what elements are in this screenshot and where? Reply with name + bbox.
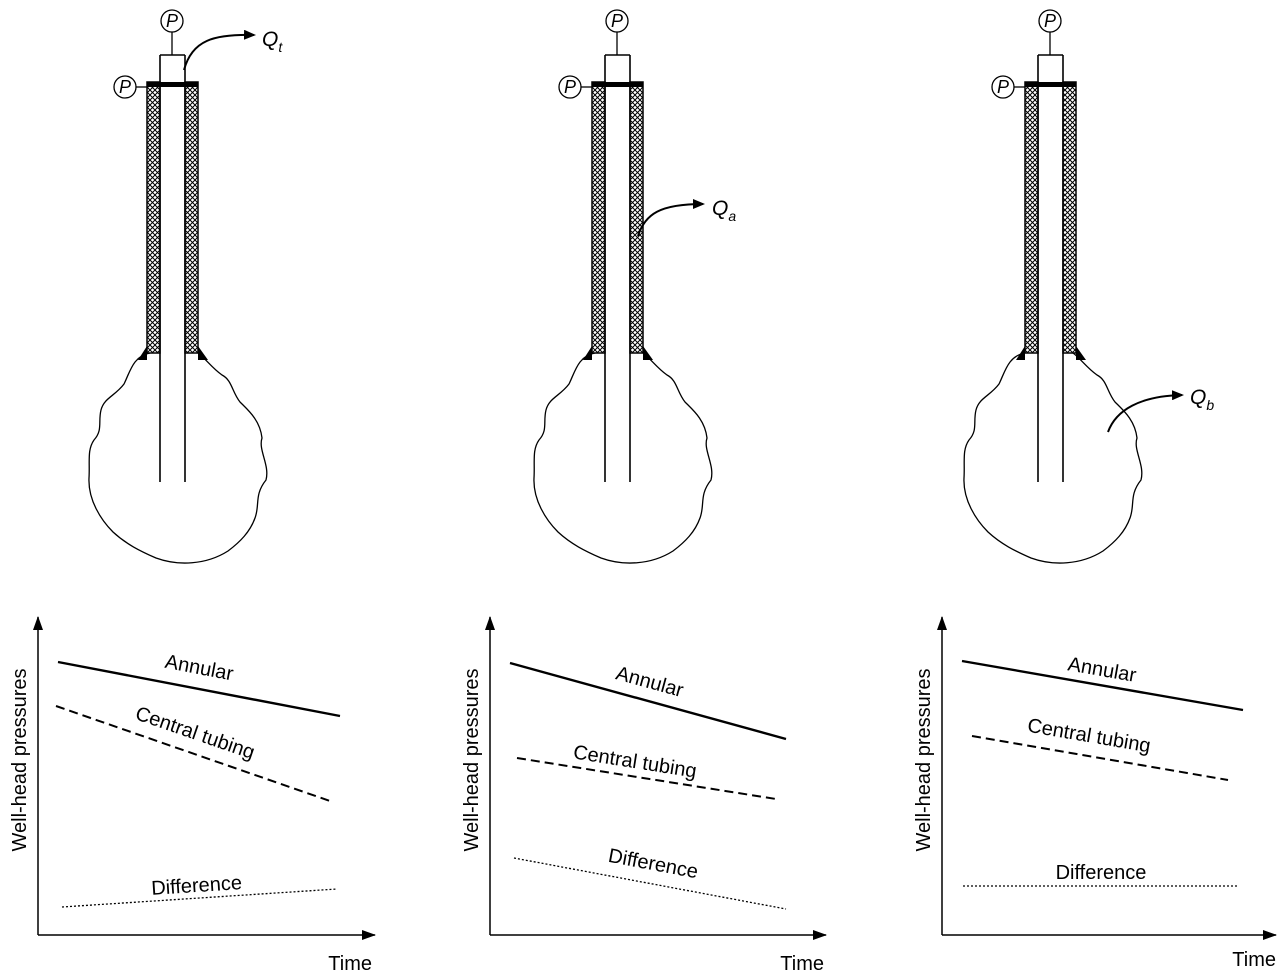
annulus-pressure-gauge: P bbox=[991, 75, 1015, 99]
casing-shoe-right bbox=[643, 346, 653, 360]
flow-arrow bbox=[183, 29, 256, 71]
annular-pressure-line bbox=[509, 661, 787, 741]
x-axis-label: Time bbox=[780, 953, 824, 975]
reservoir-cavity bbox=[533, 352, 713, 564]
pressure-graph-tubing-flow: Well-head pressures Time Annular Central… bbox=[9, 616, 376, 975]
annulus-right bbox=[1062, 81, 1077, 354]
casing-shoe-left bbox=[583, 346, 592, 360]
well-schematic-bottom-flow: P P Qb bbox=[963, 9, 1214, 564]
annulus-right bbox=[184, 81, 199, 354]
y-axis-label: Well-head pressures bbox=[461, 668, 483, 851]
annulus-left bbox=[1024, 81, 1039, 354]
casing-shoe-right bbox=[1076, 346, 1086, 360]
difference-label: Difference bbox=[151, 872, 243, 900]
casing-wellhead bbox=[1025, 82, 1076, 87]
casing-wellhead bbox=[147, 82, 198, 87]
flow-arrow bbox=[637, 199, 705, 237]
reservoir-cavity bbox=[88, 352, 268, 564]
casing-shoe-left bbox=[138, 346, 147, 360]
casing-shoe-left bbox=[1016, 346, 1025, 360]
casing-shoe-right bbox=[198, 346, 208, 360]
x-axis-label: Time bbox=[328, 953, 372, 975]
central-tubing-pressure-line bbox=[516, 757, 777, 800]
annulus-pressure-gauge: P bbox=[113, 75, 137, 99]
gauge-label: P bbox=[564, 77, 576, 97]
annulus-right bbox=[629, 81, 644, 354]
central-tubing-label: Central tubing bbox=[1026, 715, 1152, 758]
x-axis-label: Time bbox=[1232, 949, 1276, 971]
reservoir-cavity bbox=[963, 352, 1143, 564]
annulus-pressure-gauge: P bbox=[558, 75, 582, 99]
gauge-label: P bbox=[119, 77, 131, 97]
y-axis-label: Well-head pressures bbox=[9, 668, 31, 851]
gauge-label: P bbox=[997, 77, 1009, 97]
flow-label: Qa bbox=[712, 197, 736, 224]
annular-label: Annular bbox=[163, 651, 235, 686]
tubing-pressure-gauge: P bbox=[160, 9, 184, 33]
pressure-graph-bottom-flow: Well-head pressures Time Annular Central… bbox=[913, 616, 1277, 971]
tubing-pressure-gauge: P bbox=[1038, 9, 1062, 33]
flow-label: Qt bbox=[262, 28, 283, 55]
annular-pressure-line bbox=[961, 659, 1244, 712]
gauge-label: P bbox=[1044, 11, 1056, 31]
well-schematic-annular-flow: P P Qa bbox=[533, 9, 736, 564]
annular-pressure-line bbox=[57, 660, 341, 718]
pressure-graph-annular-flow: Well-head pressures Time Annular Central… bbox=[461, 616, 827, 975]
well-schematic-tubing-flow: P P Qt bbox=[88, 9, 283, 564]
central-tubing-pressure-line bbox=[55, 705, 331, 802]
annulus-left bbox=[146, 81, 161, 354]
difference-label: Difference bbox=[1056, 862, 1147, 884]
central-tubing-pressure-line bbox=[971, 735, 1229, 781]
casing-wellhead bbox=[592, 82, 643, 87]
annulus-left bbox=[591, 81, 606, 354]
annular-label: Annular bbox=[613, 662, 686, 702]
flow-label: Qb bbox=[1190, 386, 1214, 413]
y-axis-label: Well-head pressures bbox=[913, 668, 935, 851]
tubing-pressure-gauge: P bbox=[605, 9, 629, 33]
flow-arrow bbox=[1107, 390, 1184, 433]
difference-line bbox=[61, 888, 338, 908]
gauge-label: P bbox=[166, 11, 178, 31]
gauge-label: P bbox=[611, 11, 623, 31]
